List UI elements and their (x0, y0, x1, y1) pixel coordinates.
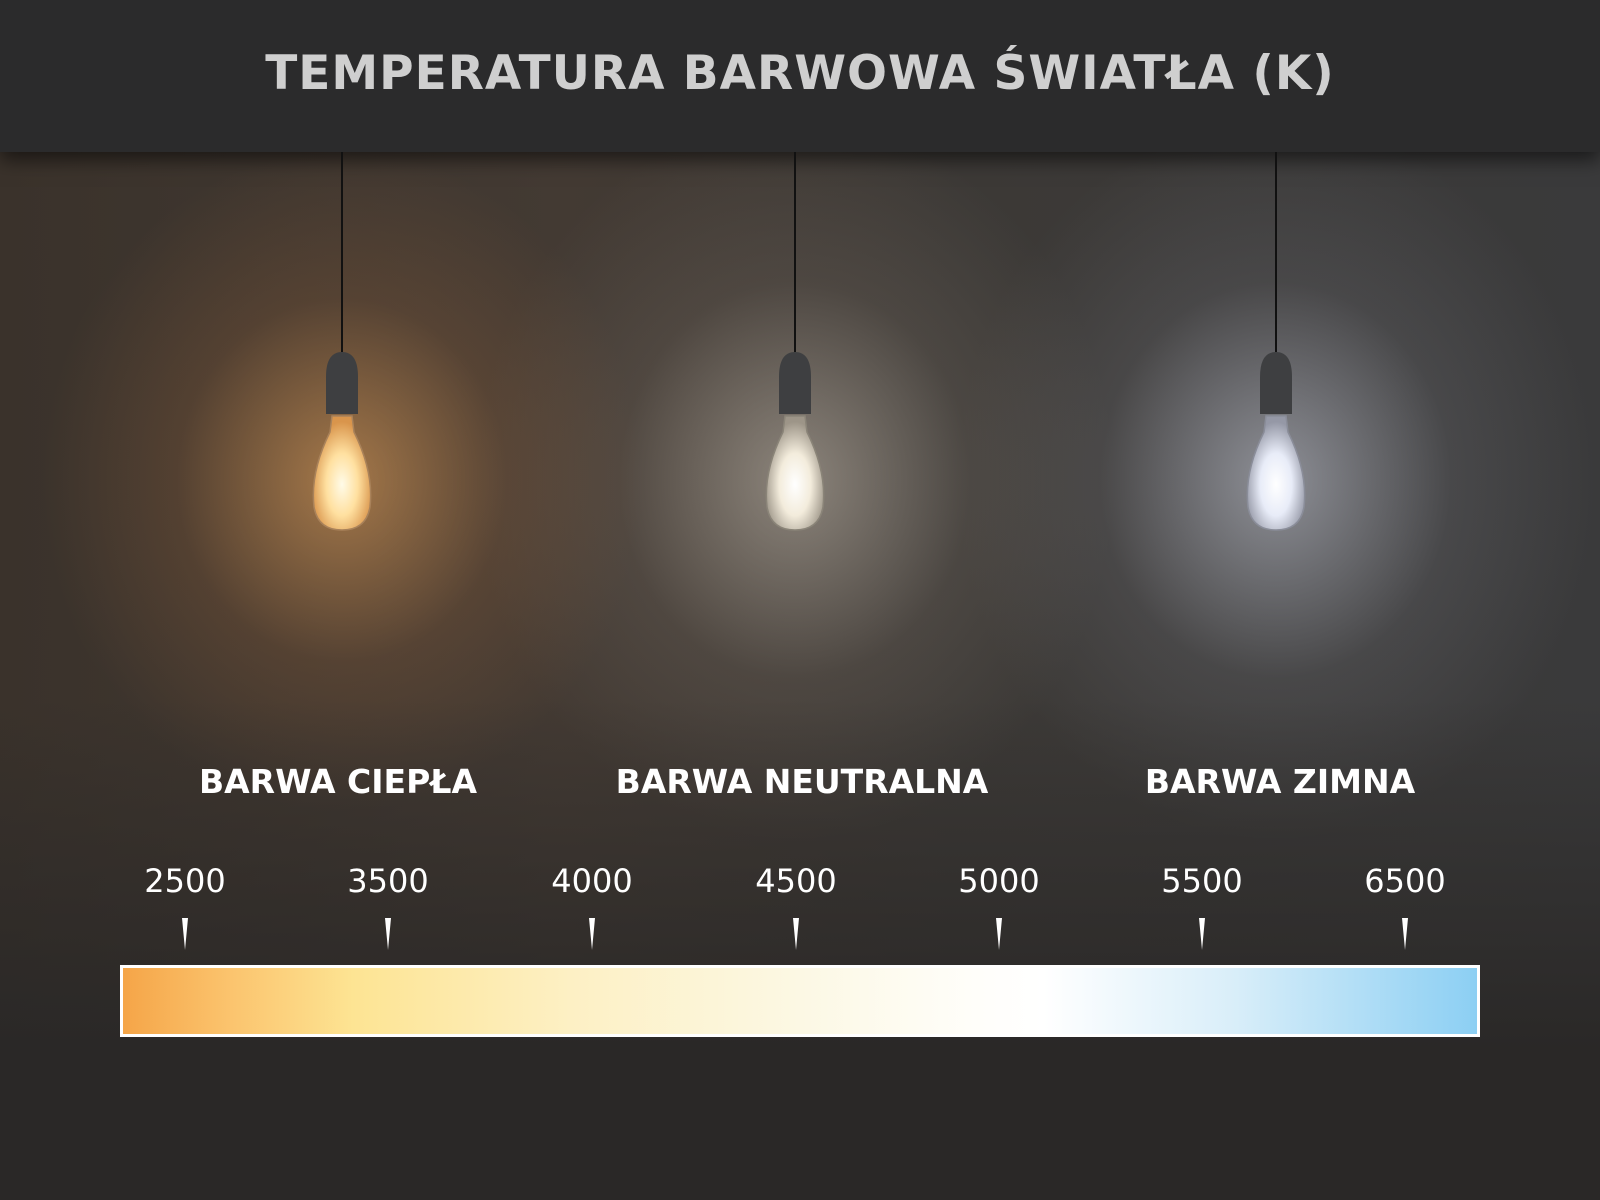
tick-marker (996, 918, 1002, 950)
warm-bulb-icon (312, 152, 372, 531)
neutral-bulb-icon (765, 152, 825, 531)
tick-marker (182, 918, 188, 950)
tick-label: 4500 (755, 862, 837, 900)
page-title: TEMPERATURA BARWOWA ŚWIATŁA (K) (265, 46, 1335, 101)
tick-label: 2500 (144, 862, 226, 900)
background-floor (0, 700, 1600, 1200)
tick-label: 6500 (1364, 862, 1446, 900)
label-neutral: BARWA NEUTRALNA (615, 762, 989, 801)
header-band: TEMPERATURA BARWOWA ŚWIATŁA (K) (0, 0, 1600, 152)
color-temperature-gradient-bar (120, 965, 1480, 1037)
cold-bulb-icon (1246, 152, 1306, 531)
tick-label: 3500 (347, 862, 429, 900)
tick-label: 4000 (551, 862, 633, 900)
tick-marker (1199, 918, 1205, 950)
tick-label: 5500 (1161, 862, 1243, 900)
tick-marker (1402, 918, 1408, 950)
label-cold: BARWA ZIMNA (1144, 762, 1416, 801)
tick-marker (793, 918, 799, 950)
tick-label: 5000 (958, 862, 1040, 900)
tick-marker (589, 918, 595, 950)
tick-marker (385, 918, 391, 950)
label-warm: BARWA CIEPŁA (198, 762, 478, 801)
